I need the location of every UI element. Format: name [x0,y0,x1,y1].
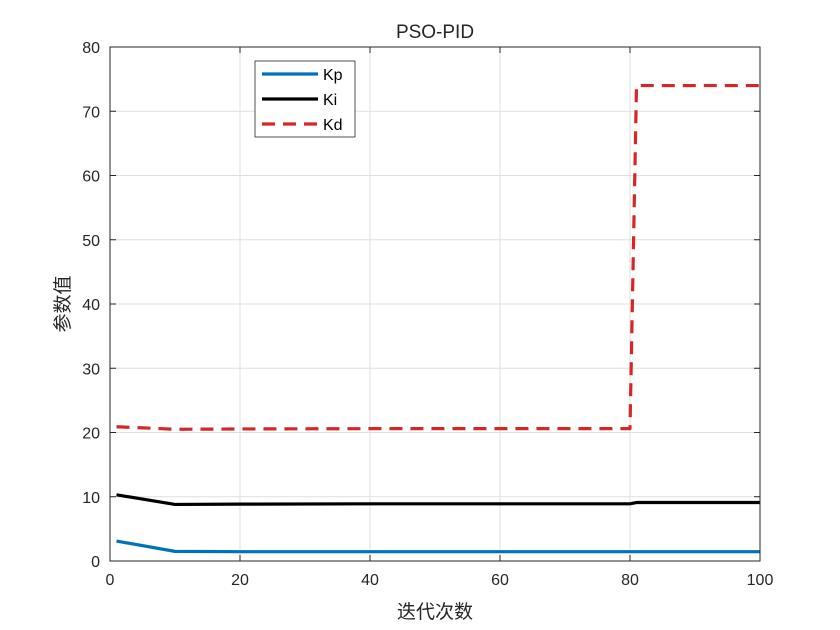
grid-lines [110,47,760,561]
legend-label-kp: Kp [323,67,343,84]
y-tick-label: 0 [91,554,100,571]
x-tick-label: 40 [361,572,379,589]
x-tick-label: 0 [106,572,115,589]
legend-label-ki: Ki [323,92,337,109]
data-series [116,83,760,554]
series-line-ki [116,493,760,507]
y-axis-title: 参数值 [52,275,74,332]
y-tick-label: 60 [82,169,100,186]
x-tick-label: 80 [621,572,639,589]
axis-ticks: 0 20 40 60 80 100 0 10 20 30 40 50 60 70 80 [82,40,773,589]
y-tick-label: 20 [82,426,100,443]
y-tick-label: 50 [82,233,100,250]
x-tick-label: 20 [231,572,249,589]
chart-title: PSO-PID [396,22,474,43]
y-tick-label: 80 [82,40,100,57]
x-tick-label: 100 [747,572,774,589]
y-tick-label: 70 [82,104,100,121]
y-tick-label: 10 [82,490,100,507]
series-line-kd [116,83,760,431]
legend: Kp Ki Kd [254,60,356,138]
series-line-kp [116,539,760,554]
x-axis-title: 迭代次数 [397,601,473,623]
y-tick-label: 30 [82,361,100,378]
legend-label-kd: Kd [323,117,343,134]
x-tick-label: 60 [491,572,509,589]
y-tick-label: 40 [82,297,100,314]
